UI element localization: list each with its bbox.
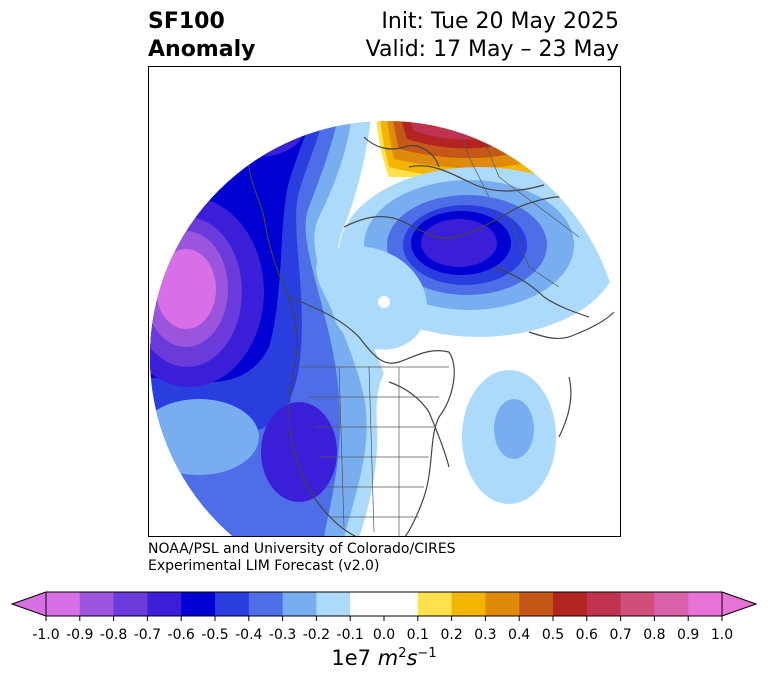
north-high-0.9 <box>424 70 494 112</box>
colorbar <box>10 591 758 621</box>
unit-prefix: 1e7 <box>331 646 378 670</box>
forecast-dates: Init: Tue 20 May 2025 Valid: 17 May – 23… <box>366 8 619 64</box>
unit-s: s <box>406 646 418 670</box>
valid-range: Valid: 17 May – 23 May <box>365 37 619 62</box>
init-date: Init: Tue 20 May 2025 <box>381 9 619 34</box>
colorbar-tick-label: -0.2 <box>302 627 331 643</box>
colorbar-swatch <box>46 592 81 616</box>
colorbar-tick-label: -0.3 <box>268 627 297 643</box>
colorbar-swatch <box>79 592 115 616</box>
colorbar-tick-label: 0.2 <box>440 627 463 643</box>
colorbar-extend-max <box>721 591 758 617</box>
colorbar-label: 1e7 m2s−1 <box>0 646 768 670</box>
eurasia-low-0.6 <box>421 219 497 267</box>
colorbar-tick-label: 0.7 <box>609 627 632 643</box>
colorbar-swatch <box>485 592 520 616</box>
colorbar-swatch <box>181 592 216 616</box>
colorbar-tick-label: 1.0 <box>710 627 734 643</box>
colorbar-tick-label: 0.6 <box>575 627 598 643</box>
credit-line-2: Experimental LIM Forecast (v2.0) <box>148 558 380 574</box>
colorbar-tick-label: 0.1 <box>406 627 429 643</box>
colorbar-swatch <box>553 592 588 616</box>
colorbar-swatch <box>519 592 554 616</box>
contour-west-0.7 <box>226 121 315 146</box>
east-us-neutral <box>359 367 460 536</box>
colorbar-tick-label: -0.7 <box>133 627 162 643</box>
north-high-0.7 <box>407 121 515 129</box>
colorbar-swatch <box>248 592 284 616</box>
atlantic-low-0.2 <box>494 399 534 459</box>
colorbar-swatch <box>688 592 723 616</box>
credit: NOAA/PSL and University of Colorado/CIRE… <box>148 541 456 575</box>
anomaly-map <box>148 66 621 537</box>
colorbar-swatch <box>417 592 453 616</box>
unit-m-exp: 2 <box>398 646 407 661</box>
colorbar-tick-label: -0.8 <box>99 627 128 643</box>
colorbar-swatch <box>654 592 689 616</box>
colorbar-tick-label: -0.6 <box>167 627 195 643</box>
map-title: SF100 Anomaly <box>148 8 255 64</box>
colorbar-swatch <box>215 592 250 616</box>
colorbar-tick-label: -1.0 <box>32 627 60 643</box>
contour-west-0.8 <box>235 121 299 132</box>
contour-west-0.9 <box>239 121 289 130</box>
colorbar-tick-label: 0.0 <box>372 627 396 643</box>
colorbar-tick-label: 0.8 <box>643 627 666 643</box>
colorbar-swatch <box>316 592 351 616</box>
colorbar-swatch <box>586 592 622 616</box>
colorbar-swatch <box>113 592 148 616</box>
colorbar-tick-label: -0.4 <box>235 627 263 643</box>
colorbar-tick-label: -0.9 <box>66 627 94 643</box>
pacific-low-0.9 <box>156 249 216 329</box>
colorbar-swatch <box>282 592 317 616</box>
title-anomaly: Anomaly <box>148 37 256 62</box>
colorbar-tick-label: -0.5 <box>201 627 229 643</box>
colorbar-swatch <box>350 592 385 616</box>
colorbar-tick-label: -0.1 <box>336 627 364 643</box>
colorbar-swatch <box>147 592 182 616</box>
colorbar-tick-label: 0.4 <box>508 627 531 643</box>
colorbar-tick-label: 0.5 <box>541 627 565 643</box>
colorbar-extend-min <box>10 591 47 617</box>
colorbar-swatch <box>384 592 419 616</box>
title-variable: SF100 <box>148 9 225 34</box>
north-high-0.8 <box>414 67 504 120</box>
unit-m: m <box>377 646 399 670</box>
pole-hole <box>378 296 390 308</box>
colorbar-tick-label: 0.9 <box>677 627 700 643</box>
colorbar-swatch <box>620 592 655 616</box>
credit-line-1: NOAA/PSL and University of Colorado/CIRE… <box>148 541 456 557</box>
map-canvas <box>150 67 620 536</box>
unit-s-exp: −1 <box>417 646 437 661</box>
colorbar-swatch <box>451 592 486 616</box>
colorbar-tick-label: 0.3 <box>474 627 497 643</box>
north-high-0.6 <box>399 121 526 140</box>
